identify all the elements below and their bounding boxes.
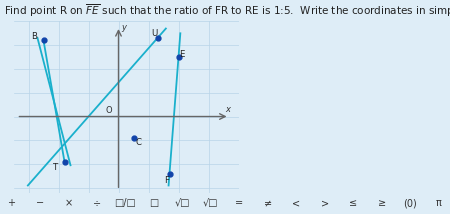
Text: E: E (179, 50, 184, 59)
Text: T: T (53, 163, 58, 172)
Text: π: π (436, 198, 442, 208)
Text: √□: √□ (175, 198, 190, 208)
Text: <: < (292, 198, 300, 208)
Text: (0): (0) (403, 198, 417, 208)
Text: −: − (36, 198, 44, 208)
Text: >: > (321, 198, 329, 208)
Text: ≤: ≤ (349, 198, 357, 208)
Text: Find point R on $\overline{FE}$ such that the ratio of FR to RE is 1:5.  Write t: Find point R on $\overline{FE}$ such tha… (4, 2, 450, 19)
Text: B: B (32, 32, 37, 41)
Text: y: y (122, 23, 126, 32)
Text: x: x (225, 105, 230, 114)
Text: +: + (7, 198, 15, 208)
Text: √□: √□ (203, 198, 219, 208)
Text: □/□: □/□ (114, 198, 136, 208)
Text: F: F (164, 176, 169, 185)
Text: ×: × (64, 198, 72, 208)
Text: =: = (235, 198, 243, 208)
Text: ÷: ÷ (93, 198, 101, 208)
Text: U: U (151, 29, 158, 38)
Text: O: O (105, 106, 112, 115)
Text: C: C (135, 138, 141, 147)
Text: □: □ (149, 198, 158, 208)
Text: ≠: ≠ (264, 198, 272, 208)
Text: ≥: ≥ (378, 198, 386, 208)
